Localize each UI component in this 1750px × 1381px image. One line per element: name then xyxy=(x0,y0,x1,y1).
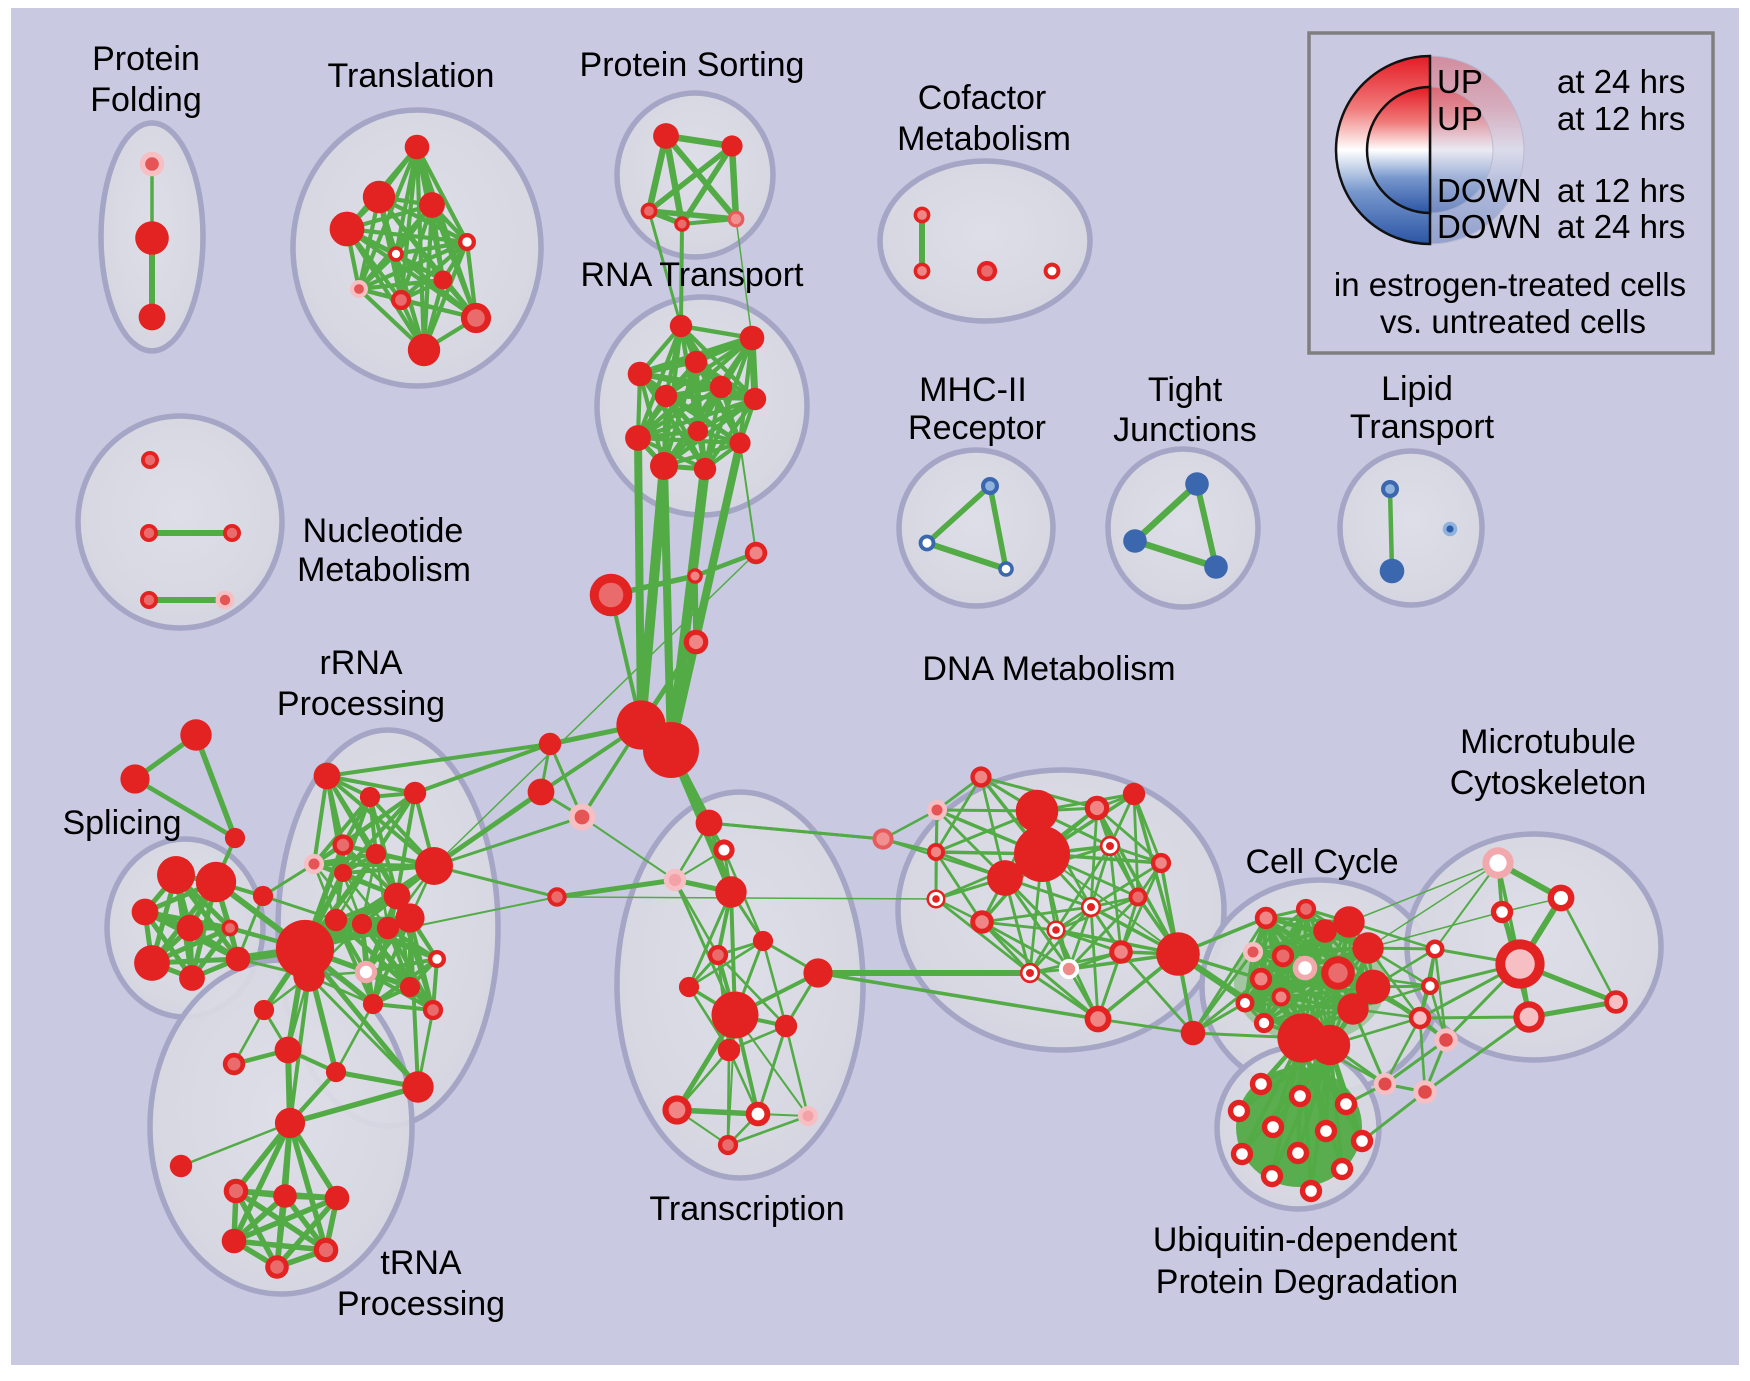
svg-text:Splicing: Splicing xyxy=(62,804,181,842)
svg-text:Processing: Processing xyxy=(277,685,445,723)
svg-text:Ubiquitin-dependent: Ubiquitin-dependent xyxy=(1153,1221,1458,1259)
svg-text:Cytoskeleton: Cytoskeleton xyxy=(1450,764,1647,802)
svg-text:Cofactor: Cofactor xyxy=(918,79,1047,117)
svg-text:at 24 hrs: at 24 hrs xyxy=(1557,63,1685,100)
svg-text:Transcription: Transcription xyxy=(649,1190,844,1228)
svg-text:Metabolism: Metabolism xyxy=(897,120,1071,158)
svg-text:Transport: Transport xyxy=(1350,408,1495,446)
svg-text:Protein Sorting: Protein Sorting xyxy=(580,46,805,84)
svg-text:at 24 hrs: at 24 hrs xyxy=(1557,208,1685,245)
svg-text:rRNA: rRNA xyxy=(319,644,402,682)
svg-text:Protein Degradation: Protein Degradation xyxy=(1156,1263,1458,1301)
svg-text:Tight: Tight xyxy=(1148,371,1223,409)
svg-text:at 12 hrs: at 12 hrs xyxy=(1557,172,1685,209)
svg-text:UP: UP xyxy=(1437,63,1483,100)
svg-text:Metabolism: Metabolism xyxy=(297,551,471,589)
svg-text:Folding: Folding xyxy=(90,81,202,119)
svg-text:Translation: Translation xyxy=(328,57,495,95)
svg-text:UP: UP xyxy=(1437,100,1483,137)
svg-text:DOWN: DOWN xyxy=(1437,208,1541,245)
svg-text:DOWN: DOWN xyxy=(1437,172,1541,209)
svg-text:RNA Transport: RNA Transport xyxy=(581,256,805,294)
svg-text:Cell Cycle: Cell Cycle xyxy=(1245,843,1398,881)
svg-text:Junctions: Junctions xyxy=(1113,411,1257,449)
svg-text:Processing: Processing xyxy=(337,1285,505,1323)
svg-text:at 12 hrs: at 12 hrs xyxy=(1557,100,1685,137)
svg-text:Lipid: Lipid xyxy=(1381,370,1453,408)
svg-text:DNA Metabolism: DNA Metabolism xyxy=(922,650,1175,688)
svg-text:Microtubule: Microtubule xyxy=(1460,723,1636,761)
svg-text:tRNA: tRNA xyxy=(380,1244,462,1282)
svg-text:in estrogen-treated cells: in estrogen-treated cells xyxy=(1334,266,1686,303)
svg-text:Protein: Protein xyxy=(92,40,200,78)
svg-text:Nucleotide: Nucleotide xyxy=(303,512,464,550)
svg-text:vs. untreated cells: vs. untreated cells xyxy=(1380,303,1646,340)
svg-text:MHC-II: MHC-II xyxy=(919,371,1027,409)
svg-text:Receptor: Receptor xyxy=(908,409,1046,447)
